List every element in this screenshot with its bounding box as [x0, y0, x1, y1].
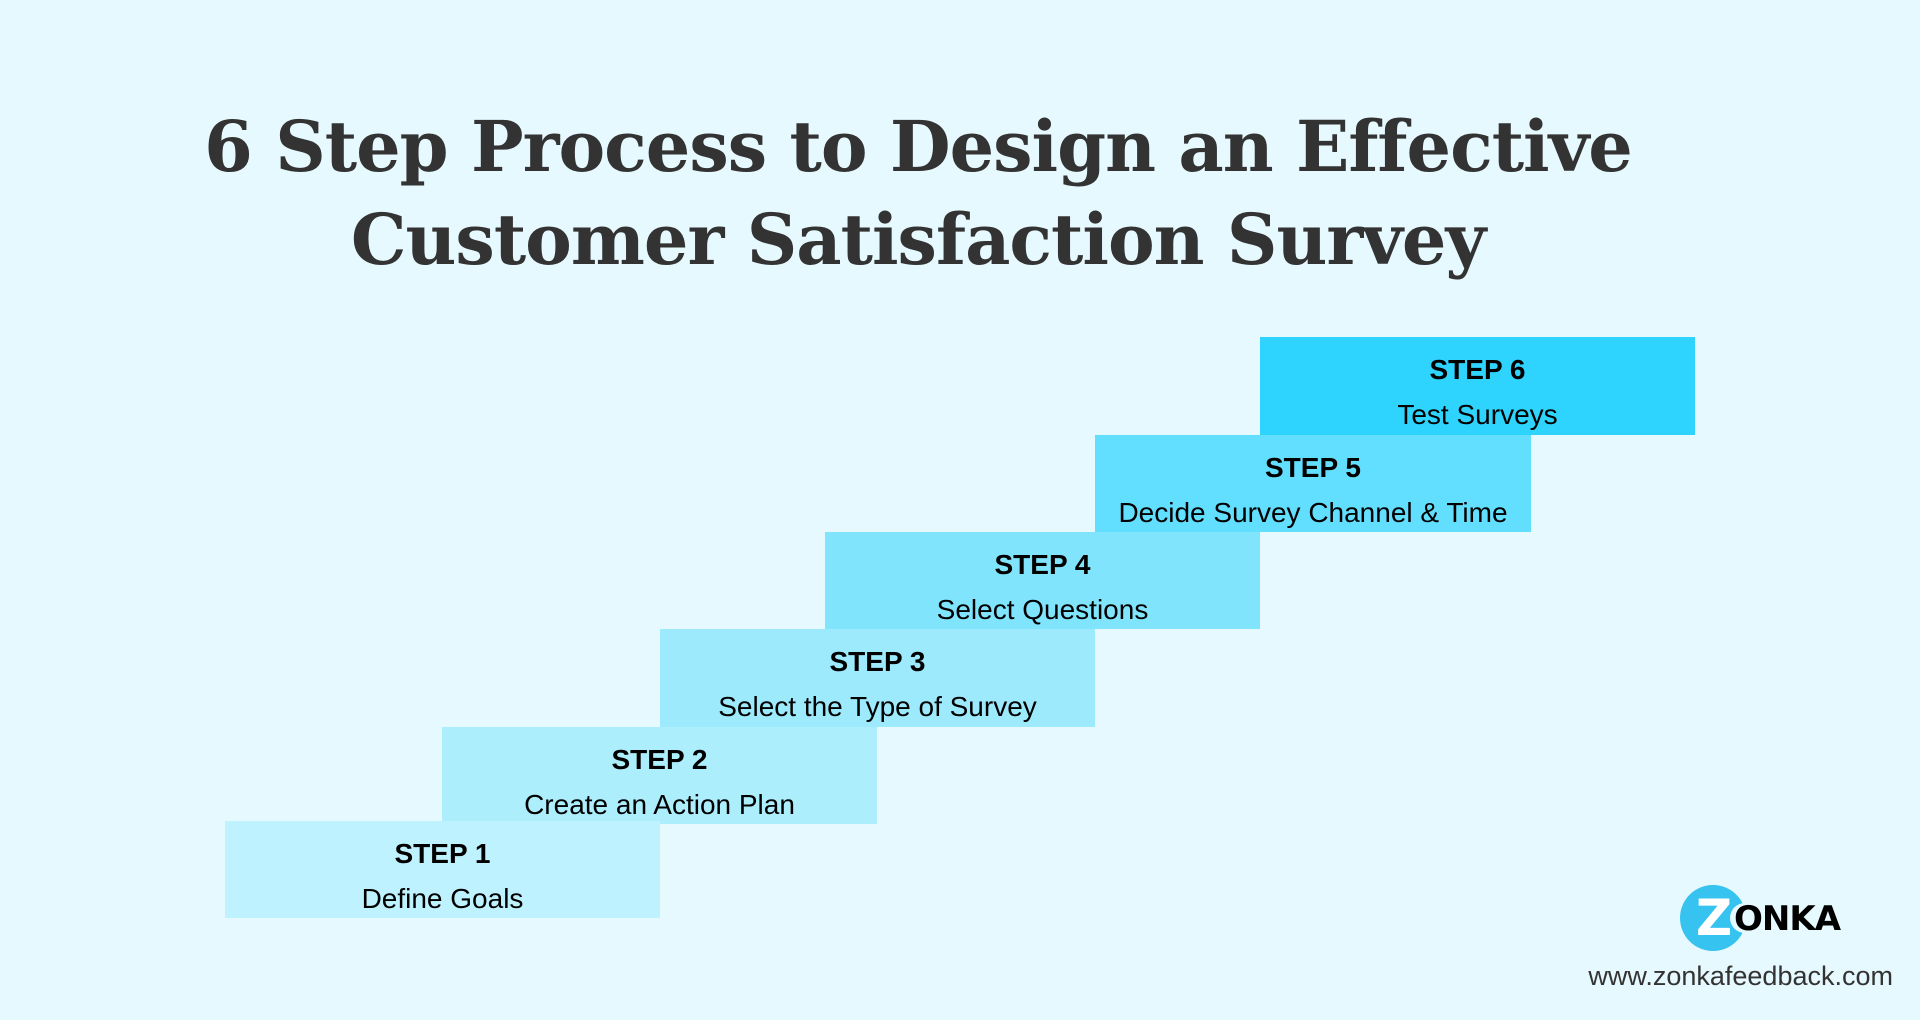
logo-letter: Z: [1695, 889, 1733, 947]
page-title: 6 Step Process to Design an Effective Cu…: [0, 100, 1836, 286]
step-2-block: STEP 2 Create an Action Plan: [442, 727, 877, 824]
step-description: Test Surveys: [1397, 399, 1558, 430]
zonka-logo: Z ONKA: [1680, 885, 1850, 955]
title-line-2: Customer Satisfaction Survey: [350, 198, 1486, 281]
title-line-1: 6 Step Process to Design an Effective: [204, 105, 1633, 188]
step-3-block: STEP 3 Select the Type of Survey: [660, 629, 1095, 727]
step-description: Create an Action Plan: [524, 789, 795, 820]
step-label: STEP 6: [1429, 354, 1526, 385]
step-4-block: STEP 4 Select Questions: [825, 532, 1260, 629]
logo-text: ONKA: [1734, 899, 1841, 939]
step-label: STEP 4: [994, 549, 1091, 580]
step-label: STEP 2: [611, 744, 708, 775]
step-description: Decide Survey Channel & Time: [1118, 497, 1508, 528]
website-url: www.zonkafeedback.com: [1588, 961, 1893, 991]
logo-bite-shape: [1730, 903, 1760, 933]
step-label: STEP 3: [829, 646, 926, 677]
step-description: Select Questions: [936, 594, 1149, 625]
step-description: Define Goals: [361, 883, 524, 914]
step-description: Select the Type of Survey: [718, 691, 1037, 722]
step-label: STEP 5: [1265, 452, 1361, 483]
step-5-block: STEP 5 Decide Survey Channel & Time: [1095, 435, 1531, 532]
step-6-block: STEP 6 Test Surveys: [1260, 337, 1695, 435]
step-1-block: STEP 1 Define Goals: [225, 821, 660, 918]
step-label: STEP 1: [394, 838, 491, 869]
